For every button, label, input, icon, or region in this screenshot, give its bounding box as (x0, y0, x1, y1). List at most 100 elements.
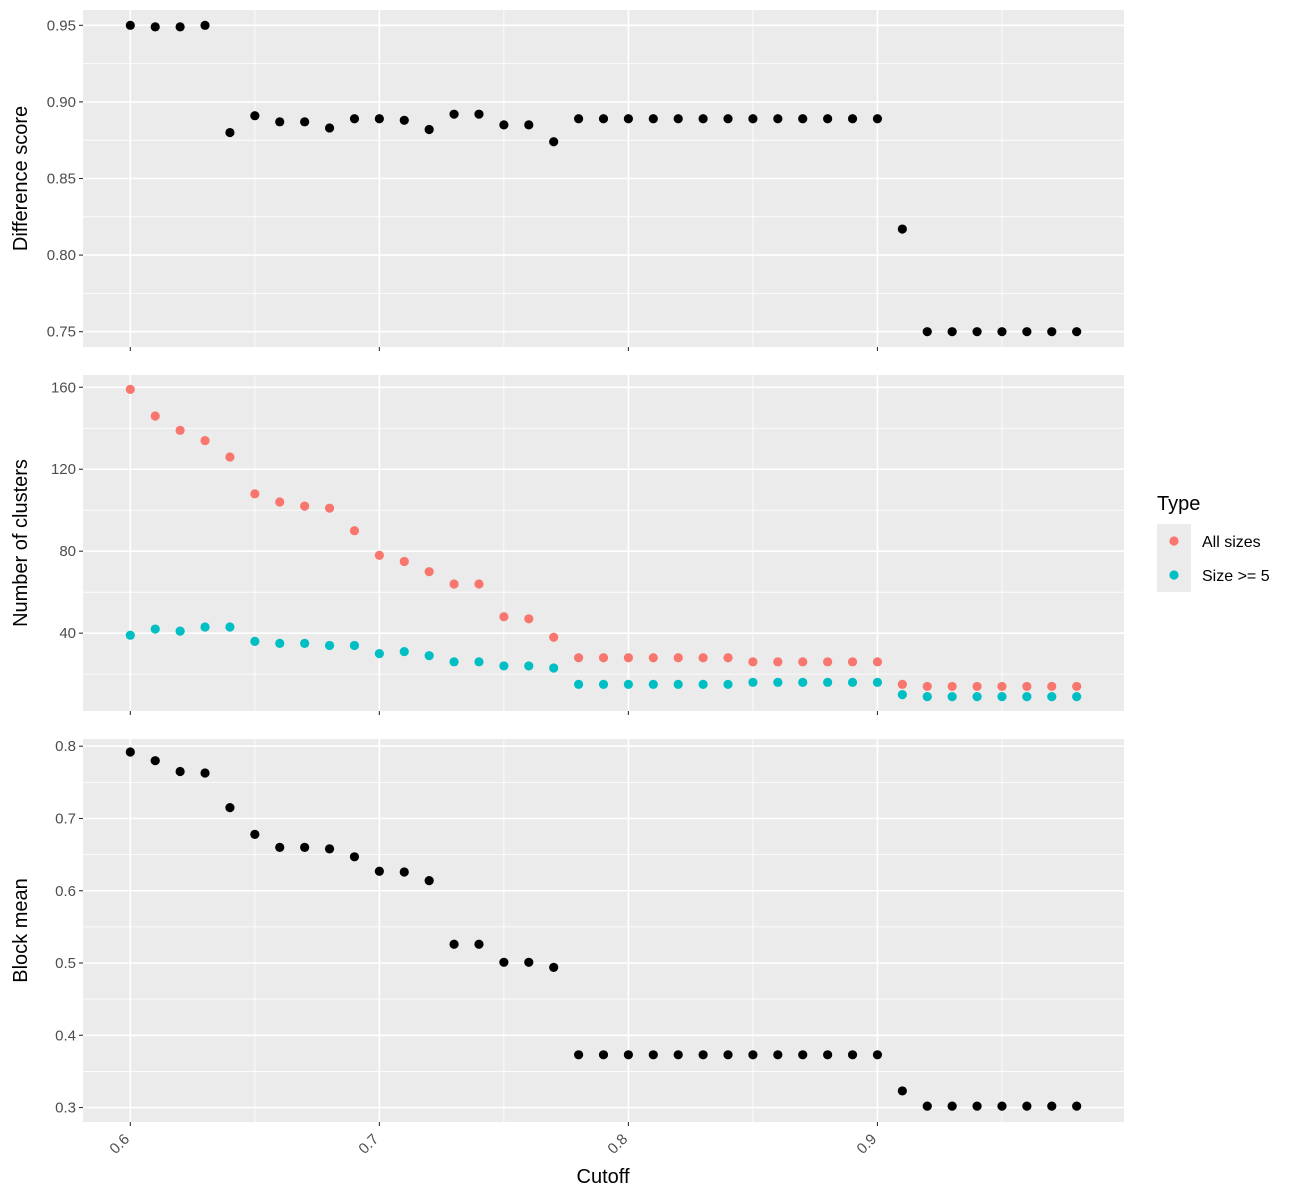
data-point (673, 1050, 683, 1060)
data-point (573, 114, 584, 124)
data-point (499, 612, 509, 622)
data-point (349, 852, 360, 862)
legend-label-size-5: Size >= 5 (1202, 568, 1270, 585)
data-point (300, 501, 310, 511)
data-point (648, 679, 658, 689)
data-point (823, 677, 833, 687)
data-point (748, 114, 758, 124)
data-point (598, 1050, 609, 1060)
data-point (474, 939, 484, 949)
data-point (175, 766, 185, 777)
data-point (947, 692, 957, 702)
data-point (872, 1050, 883, 1060)
data-point (872, 657, 883, 667)
data-point (698, 653, 708, 663)
data-point (374, 550, 384, 560)
panel-1: 0.75 0.80 0.85 0.90 0.95 Difference score (10, 10, 1124, 351)
data-point (125, 747, 135, 757)
data-point (972, 692, 982, 702)
y-tick-label: 0.75 (47, 324, 76, 341)
data-point (847, 657, 858, 667)
y-tick-label: 80 (59, 543, 76, 560)
data-point (374, 114, 384, 124)
data-point (947, 1101, 957, 1111)
data-point (598, 679, 609, 689)
data-point (275, 638, 285, 648)
data-point (723, 653, 733, 663)
data-point (698, 679, 708, 689)
data-point (225, 803, 235, 813)
data-point (573, 1050, 584, 1060)
data-point (673, 653, 683, 663)
data-point (200, 20, 210, 30)
data-point (573, 653, 584, 663)
data-point (200, 435, 210, 446)
y-tick-label: 0.5 (55, 955, 76, 972)
data-point (972, 327, 982, 337)
data-point (200, 622, 210, 632)
data-point (823, 1050, 833, 1060)
data-point (324, 503, 335, 513)
data-point (773, 657, 783, 667)
data-point (225, 127, 235, 138)
x-tick-label: 0.9 (854, 1131, 881, 1158)
data-point (623, 653, 634, 663)
data-point (549, 137, 559, 147)
data-point (324, 844, 335, 854)
data-point (698, 1050, 708, 1060)
y-tick-label: 40 (59, 625, 76, 642)
legend: Type All sizes Size >= 5 (1157, 493, 1270, 592)
data-point (1072, 692, 1082, 702)
y-tick-label: 0.6 (55, 883, 76, 900)
data-point (673, 679, 683, 689)
data-point (598, 653, 609, 663)
data-point (748, 677, 758, 687)
data-point (773, 1050, 783, 1060)
x-tick-label: 0.7 (355, 1131, 382, 1158)
data-point (424, 124, 434, 135)
data-point (424, 651, 434, 661)
data-point (648, 1050, 658, 1060)
data-point (1047, 327, 1057, 337)
data-point (200, 768, 210, 778)
data-point (125, 20, 135, 30)
data-point (349, 640, 360, 651)
data-point (798, 657, 808, 667)
data-point (300, 638, 310, 648)
data-point (474, 657, 484, 667)
data-point (499, 957, 509, 967)
data-point (300, 117, 310, 127)
data-point (648, 114, 658, 124)
data-point (524, 661, 534, 671)
data-point (250, 489, 260, 499)
data-point (1072, 1101, 1082, 1111)
data-point (175, 22, 185, 32)
data-point (1047, 692, 1057, 702)
y-tick-label: 0.95 (47, 17, 76, 34)
data-point (748, 657, 758, 667)
data-point (424, 567, 434, 577)
data-point (947, 327, 957, 337)
y-axis-title: Number of clusters (10, 459, 32, 627)
data-points (125, 384, 1082, 702)
data-point (225, 452, 235, 462)
data-point (897, 690, 907, 700)
data-point (499, 661, 509, 671)
data-point (250, 636, 260, 646)
data-point (723, 1050, 733, 1060)
data-point (300, 842, 310, 852)
x-axis-title: Cutoff (577, 1166, 630, 1188)
series-all-sizes (125, 384, 1082, 692)
data-point (1047, 681, 1057, 692)
data-point (773, 114, 783, 124)
data-point (1022, 1101, 1032, 1111)
data-point (150, 756, 160, 766)
chart-panels: 0.75 0.80 0.85 0.90 0.95 Difference score 40 80… (10, 10, 1124, 1126)
y-tick-label: 0.80 (47, 247, 76, 264)
data-point (524, 614, 534, 624)
data-point (1072, 681, 1082, 692)
y-tick-label: 0.4 (55, 1027, 76, 1044)
y-tick-label: 0.90 (47, 94, 76, 111)
data-point (524, 120, 534, 130)
